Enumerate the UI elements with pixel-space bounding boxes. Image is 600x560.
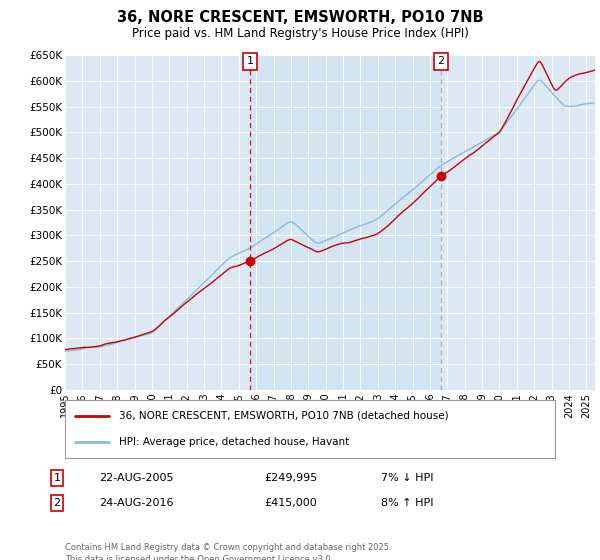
Text: £415,000: £415,000 <box>264 498 317 508</box>
Text: Price paid vs. HM Land Registry's House Price Index (HPI): Price paid vs. HM Land Registry's House … <box>131 27 469 40</box>
Text: 22-AUG-2005: 22-AUG-2005 <box>99 473 173 483</box>
Text: HPI: Average price, detached house, Havant: HPI: Average price, detached house, Hava… <box>119 437 349 447</box>
Text: 1: 1 <box>247 56 253 66</box>
Text: 24-AUG-2016: 24-AUG-2016 <box>99 498 173 508</box>
Text: Contains HM Land Registry data © Crown copyright and database right 2025.
This d: Contains HM Land Registry data © Crown c… <box>65 543 391 560</box>
Text: 36, NORE CRESCENT, EMSWORTH, PO10 7NB (detached house): 36, NORE CRESCENT, EMSWORTH, PO10 7NB (d… <box>119 410 449 421</box>
Text: £249,995: £249,995 <box>264 473 317 483</box>
Text: 1: 1 <box>53 473 61 483</box>
Text: 8% ↑ HPI: 8% ↑ HPI <box>381 498 433 508</box>
Text: 7% ↓ HPI: 7% ↓ HPI <box>381 473 433 483</box>
Text: 2: 2 <box>53 498 61 508</box>
Text: 36, NORE CRESCENT, EMSWORTH, PO10 7NB: 36, NORE CRESCENT, EMSWORTH, PO10 7NB <box>116 11 484 26</box>
Text: 2: 2 <box>437 56 445 66</box>
Bar <box>250 55 441 390</box>
